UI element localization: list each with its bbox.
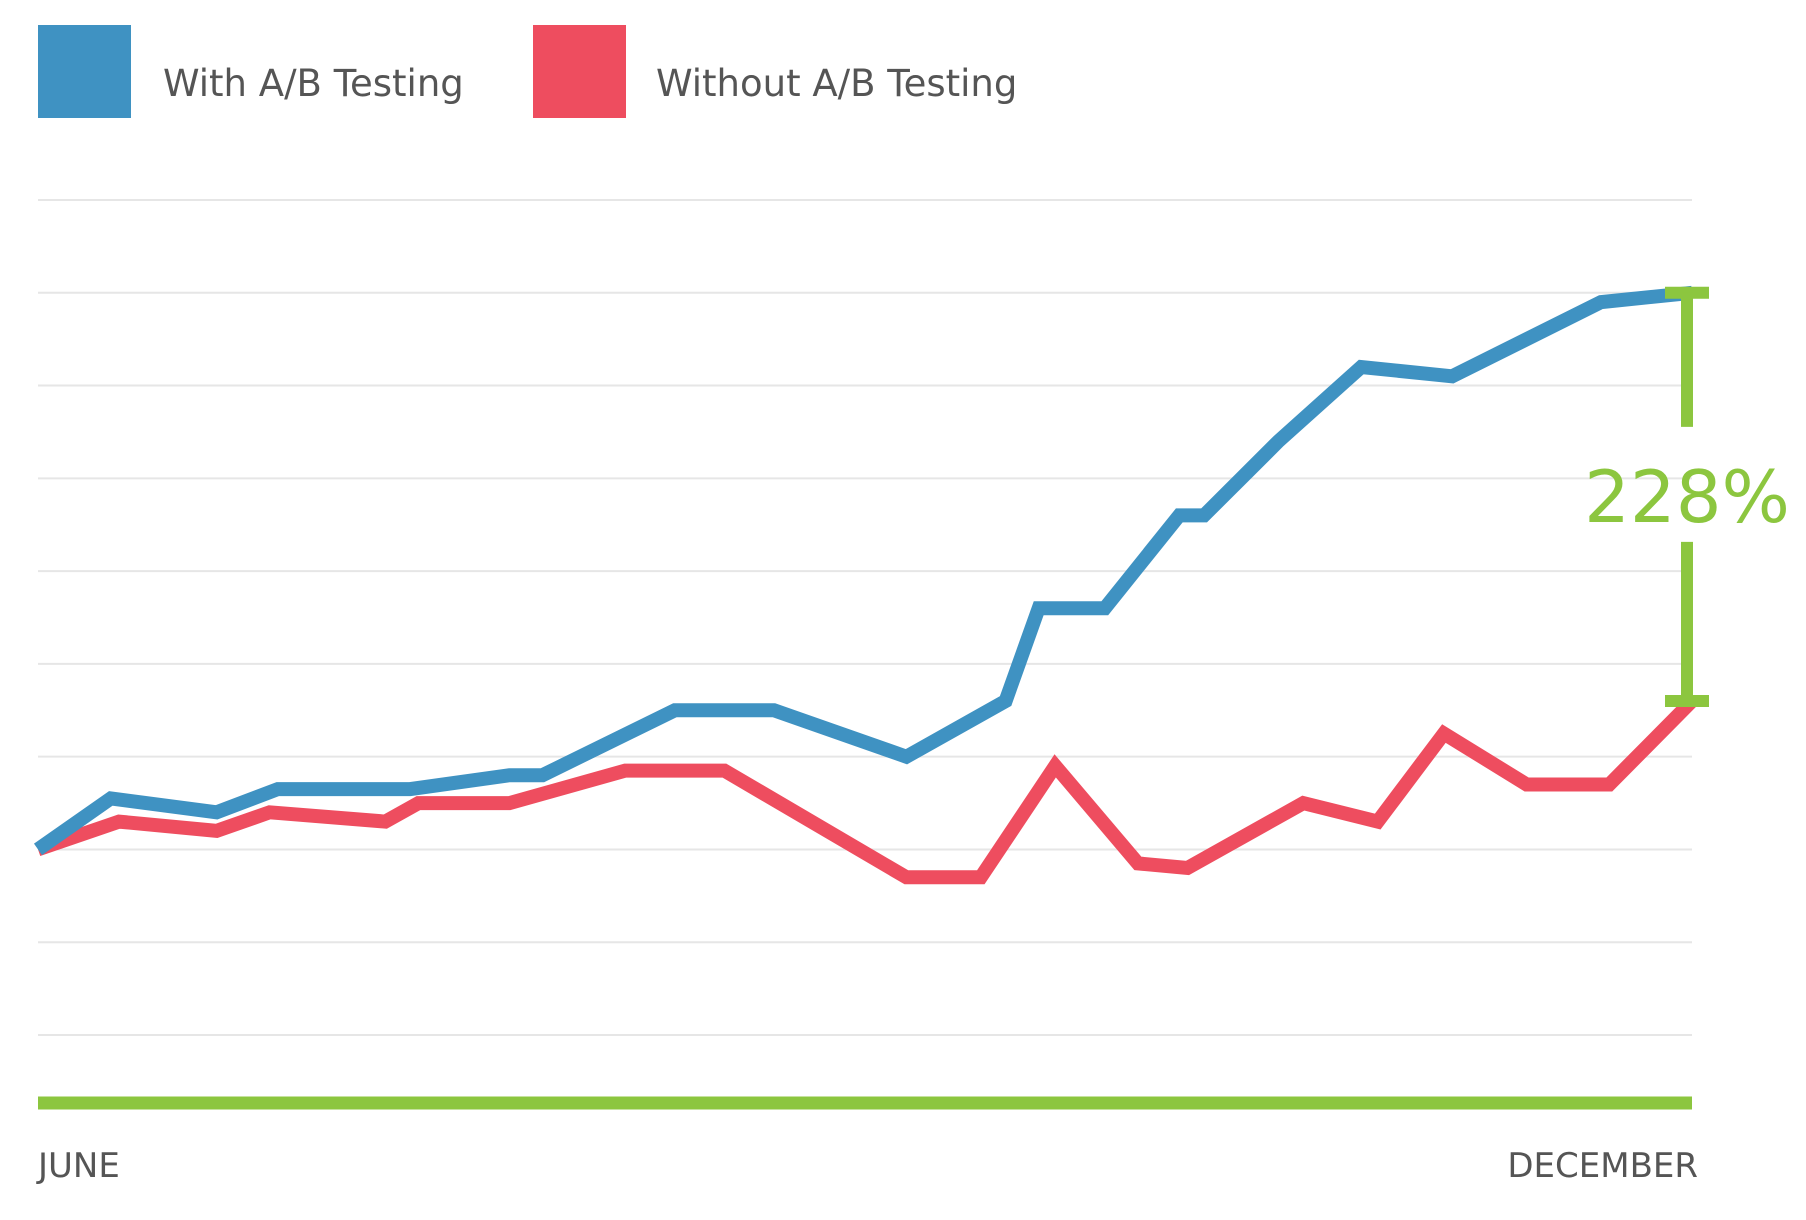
series-line-with-a-b-testing xyxy=(33,285,1693,856)
legend-swatch-without-ab-testing xyxy=(533,25,626,118)
legend-label-without-ab-testing: Without A/B Testing xyxy=(656,62,1017,105)
x-tick-label-end: DECEMBER xyxy=(1507,1146,1698,1186)
grid xyxy=(38,199,1692,1036)
series-group xyxy=(33,285,1697,885)
series-line-without-a-b-testing xyxy=(35,696,1697,885)
gap-label: 228% xyxy=(1584,455,1790,539)
legend-label-with-ab-testing: With A/B Testing xyxy=(163,62,464,105)
legend-swatch-with-ab-testing xyxy=(38,25,131,118)
x-tick-label-start: JUNE xyxy=(36,1146,120,1186)
gap-annotation: 228% xyxy=(1584,286,1790,707)
